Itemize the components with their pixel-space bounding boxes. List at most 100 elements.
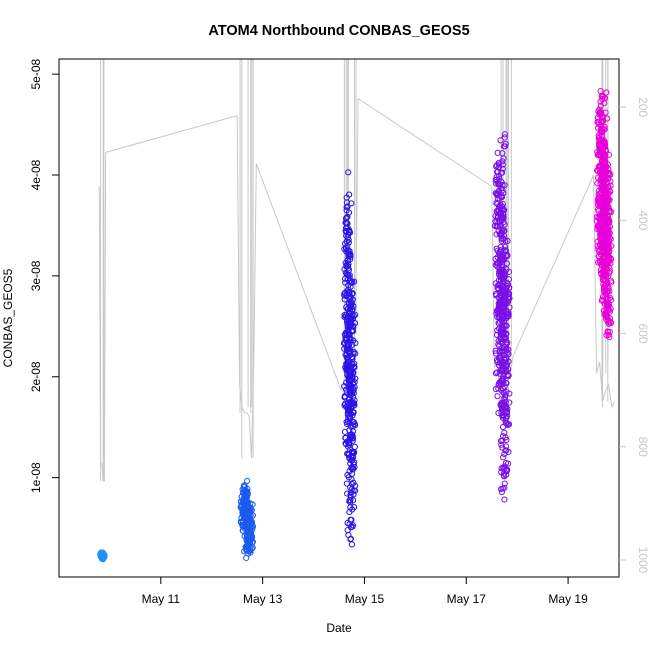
data-point [499,257,506,264]
data-point [598,271,605,278]
x-axis-label: Date [326,621,352,635]
data-point [501,143,509,150]
data-point [599,128,606,135]
data-point [342,386,350,393]
data-point [499,182,506,189]
data-point [495,337,502,344]
data-point [352,487,359,494]
x-tick-label: May 17 [447,592,487,606]
data-point [344,224,351,231]
data-point [344,257,351,264]
data-point [245,512,253,519]
data-point [348,453,355,461]
data-point [606,328,613,336]
data-point [247,549,254,556]
data-point [495,302,502,310]
data-point [344,411,351,419]
data-point [243,505,250,512]
data-point [498,378,505,385]
data-point [602,109,609,116]
data-point [347,491,354,499]
data-point [346,289,353,296]
right-tick-label: 800 [636,437,650,457]
data-point [351,504,358,511]
data-point [345,439,352,447]
data-point [597,220,605,227]
data-point [494,393,501,400]
data-point [492,370,499,377]
data-point [344,346,351,353]
data-point [344,213,351,220]
data-point [243,534,250,541]
data-point [501,465,508,472]
data-point [595,121,603,128]
data-point [346,521,353,528]
data-point [498,194,505,201]
data-point [342,351,349,358]
data-point [600,200,607,207]
data-point [492,350,500,357]
data-point [506,399,513,406]
data-point [343,248,350,255]
profile-line [255,163,342,391]
data-point [502,419,509,427]
data-point [603,224,610,231]
data-point [606,229,613,236]
data-point [598,110,605,117]
data-point [599,95,606,103]
data-point [595,246,602,253]
data-point [499,423,507,431]
data-point [346,296,353,303]
data-point [499,385,506,392]
data-point [501,480,508,487]
data-point [499,161,506,168]
data-point [495,203,503,210]
data-point [499,165,506,172]
profile-line [357,98,493,187]
x-tick-label: May 11 [142,592,181,606]
data-point [493,331,501,338]
data-point [599,293,607,300]
data-point [603,169,610,176]
data-point [600,137,608,144]
data-point [351,443,358,450]
data-point [241,508,249,515]
y-tick-label: 1e-08 [29,462,43,493]
y-tick-label: 2e-08 [29,361,43,392]
data-point [499,150,506,157]
data-point [346,375,353,382]
data-point [606,265,613,272]
right-tick-label: 600 [636,324,650,344]
data-point [502,140,509,148]
data-point [346,384,353,391]
data-point [343,263,350,270]
data-point [503,447,510,454]
data-point [343,362,350,369]
data-point [599,175,606,183]
x-axis: May 11 May 13 May 15 May 17 May 19 [142,576,588,606]
data-point [605,319,612,326]
data-point [495,409,502,417]
data-point [505,421,513,428]
data-point [501,463,508,470]
y-axis: 1e-08 2e-08 3e-08 4e-08 5e-08 [29,58,59,493]
data-point [600,163,607,170]
data-point [496,266,503,273]
data-point [505,295,512,302]
data-point [495,161,502,168]
data-point [494,149,501,156]
data-point [498,485,505,493]
data-point [492,218,499,225]
data-point [348,360,356,368]
data-point [498,216,505,224]
data-point [343,238,350,245]
data-point [597,102,604,109]
data-point [350,465,357,472]
data-point [501,496,508,503]
data-point [343,227,350,235]
data-point [497,276,505,284]
data-point [598,213,605,220]
data-point [499,206,507,213]
data-point [496,318,504,326]
